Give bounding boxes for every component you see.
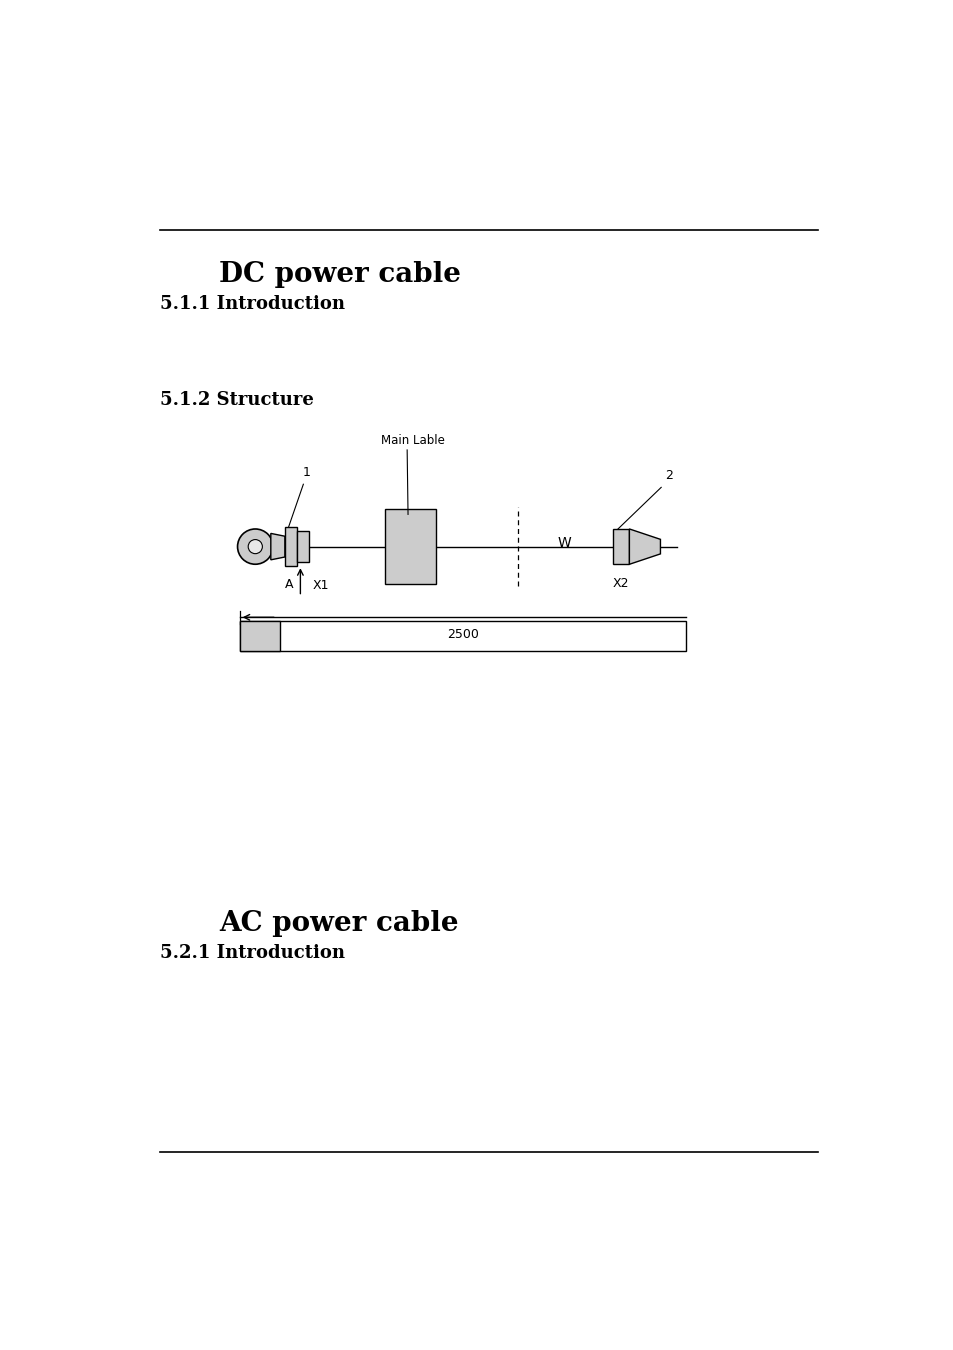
Polygon shape bbox=[629, 529, 659, 564]
Text: 5.1.2 Structure: 5.1.2 Structure bbox=[160, 390, 314, 409]
Bar bbox=[285, 526, 297, 567]
Text: X1: X1 bbox=[312, 579, 329, 591]
Bar bbox=[239, 621, 280, 651]
Text: 2: 2 bbox=[664, 470, 672, 482]
Text: X2: X2 bbox=[613, 576, 629, 590]
Polygon shape bbox=[271, 533, 285, 560]
Text: A: A bbox=[284, 578, 293, 590]
Ellipse shape bbox=[248, 540, 262, 553]
Text: W: W bbox=[557, 536, 571, 551]
Text: 5.1.1 Introduction: 5.1.1 Introduction bbox=[160, 296, 345, 313]
Text: DC power cable: DC power cable bbox=[219, 261, 460, 288]
Text: Main Lable: Main Lable bbox=[381, 433, 444, 447]
Text: 5.2.1 Introduction: 5.2.1 Introduction bbox=[160, 944, 345, 961]
Text: 2500: 2500 bbox=[447, 628, 478, 641]
Bar bbox=[239, 621, 685, 651]
Text: 1: 1 bbox=[302, 466, 310, 479]
Bar bbox=[613, 529, 629, 564]
Ellipse shape bbox=[237, 529, 273, 564]
Text: AC power cable: AC power cable bbox=[219, 910, 458, 937]
Bar bbox=[297, 531, 309, 562]
Bar bbox=[385, 509, 436, 585]
